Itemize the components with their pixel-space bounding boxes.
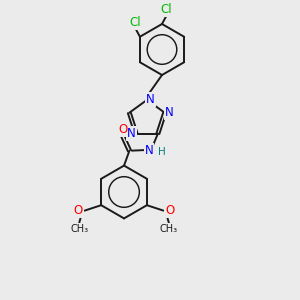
Text: H: H xyxy=(158,146,165,157)
Text: O: O xyxy=(118,123,128,136)
Text: Cl: Cl xyxy=(161,3,172,16)
Text: N: N xyxy=(127,127,136,140)
Text: N: N xyxy=(146,93,155,106)
Text: CH₃: CH₃ xyxy=(160,224,178,234)
Text: O: O xyxy=(165,204,175,217)
Text: N: N xyxy=(165,106,174,119)
Text: N: N xyxy=(145,143,153,157)
Text: O: O xyxy=(74,204,83,217)
Text: Cl: Cl xyxy=(130,16,141,29)
Text: CH₃: CH₃ xyxy=(70,224,88,234)
